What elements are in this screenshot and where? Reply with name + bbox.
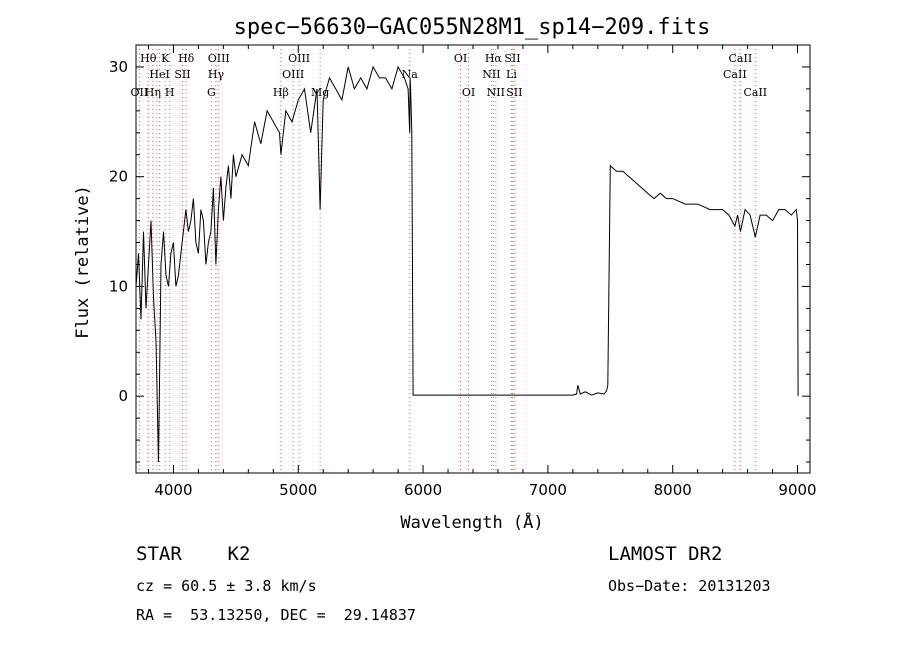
- line-label: Li: [506, 68, 517, 81]
- line-label: SII: [504, 52, 520, 65]
- line-labels: OII Hθ Hη HeI K H SII Hδ G Hγ OIII Hβ OIII OIII Mg Na OI…: [131, 52, 768, 99]
- line-label: H: [165, 86, 175, 99]
- y-axis-label: Flux (relative): [73, 185, 93, 339]
- survey-name: LAMOST DR2: [608, 543, 723, 565]
- line-label: Na: [402, 68, 419, 81]
- line-label: OIII: [288, 52, 310, 65]
- axis-ticks: 4000 5000 6000 7000 8000 9000 0 10 20 30: [109, 44, 817, 499]
- x-tick-label: 7000: [529, 481, 567, 499]
- plot-frame: [135, 44, 811, 474]
- line-label: Hβ: [273, 86, 289, 99]
- line-label: OII: [131, 86, 149, 99]
- line-label: OI: [454, 52, 467, 65]
- object-class: STAR K2: [136, 543, 251, 565]
- line-label: OIII: [282, 68, 304, 81]
- line-label: NII: [482, 68, 500, 81]
- line-label: Hδ: [178, 52, 195, 65]
- obs-date: Obs−Date: 20131203: [608, 577, 771, 595]
- line-label: HeI: [149, 68, 169, 81]
- spectrum-line: [135, 65, 799, 463]
- line-label: Hγ: [208, 68, 225, 81]
- line-label: G: [207, 86, 216, 99]
- line-label: Hη: [145, 86, 161, 99]
- line-label: CaII: [723, 68, 747, 81]
- line-markers: [138, 45, 756, 473]
- y-tick-label: 10: [109, 277, 128, 295]
- line-label: CaII: [743, 86, 767, 99]
- line-label: SII: [174, 68, 190, 81]
- x-tick-label: 5000: [279, 481, 317, 499]
- y-tick-label: 0: [118, 387, 128, 405]
- redshift-text: cz = 60.5 ± 3.8 km/s: [136, 577, 317, 595]
- chart-title: spec−56630−GAC055N28M1_sp14−209.fits: [234, 15, 711, 40]
- y-tick-label: 20: [109, 168, 128, 186]
- x-tick-label: 8000: [654, 481, 692, 499]
- series-group: [135, 65, 799, 463]
- x-tick-label: 6000: [404, 481, 442, 499]
- line-label: NII: [487, 86, 505, 99]
- line-label: Hθ: [140, 52, 157, 65]
- line-label: K: [161, 52, 170, 65]
- coordinates: RA = 53.13250, DEC = 29.14837: [136, 606, 416, 624]
- x-axis-label: Wavelength (Å): [400, 511, 543, 533]
- x-tick-label: 9000: [778, 481, 816, 499]
- line-label: Mg: [311, 86, 329, 99]
- y-tick-label: 30: [109, 58, 128, 76]
- line-label: OI: [462, 86, 475, 99]
- line-label: OIII: [208, 52, 230, 65]
- line-label: SII: [506, 86, 522, 99]
- line-label: CaII: [729, 52, 753, 65]
- line-label: Hα: [485, 52, 503, 65]
- x-tick-label: 4000: [154, 481, 192, 499]
